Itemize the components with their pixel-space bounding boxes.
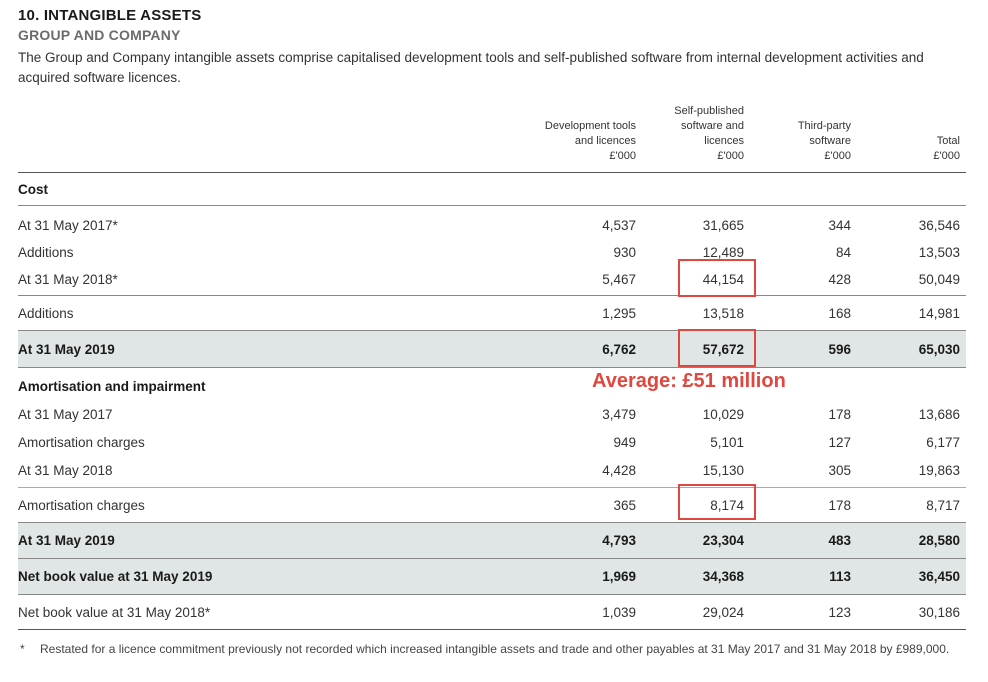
- average-annotation: Average: £51 million: [592, 370, 786, 392]
- intro-paragraph: The Group and Company intangible assets …: [18, 50, 924, 85]
- table-row-total: At 31 May 2019 4,793 23,304 483 28,580: [18, 523, 966, 558]
- divider: [18, 367, 966, 368]
- intangible-assets-table: Development tools and licences £'000 Sel…: [18, 102, 966, 630]
- divider: [18, 205, 966, 206]
- footnote-text: Restated for a licence commitment previo…: [40, 642, 950, 656]
- section-header-cost: Cost: [18, 182, 48, 197]
- table-row: Net book value at 31 May 2018* 1,039 29,…: [18, 605, 960, 620]
- column-header-total: Total £'000: [933, 135, 960, 162]
- column-header-development-tools: Development tools and licences £'000: [544, 120, 636, 162]
- divider: [18, 172, 966, 173]
- divider: [18, 558, 966, 559]
- table-row: At 31 May 2017* 4,537 31,665 344 36,546: [18, 218, 960, 233]
- table-row: At 31 May 2017 3,479 10,029 178 13,686: [18, 407, 960, 422]
- highlight-box-8174: [678, 484, 756, 520]
- table-row: At 31 May 2018* 5,467 44,154 428 50,049: [18, 272, 960, 287]
- divider: [18, 629, 966, 630]
- note-title: 10. INTANGIBLE ASSETS: [18, 7, 202, 24]
- column-header-third-party: Third-party software £'000: [797, 120, 851, 162]
- table-row: At 31 May 2018 4,428 15,130 305 19,863: [18, 463, 960, 478]
- table-row: Amortisation charges 365 8,174 178 8,717: [18, 498, 960, 513]
- divider: [18, 295, 966, 296]
- column-headers: Development tools and licences £'000 Sel…: [18, 102, 966, 164]
- table-row-net-book-value: Net book value at 31 May 2019 1,969 34,3…: [18, 559, 966, 594]
- table-row: Additions 1,295 13,518 168 14,981: [18, 306, 960, 321]
- divider: [18, 330, 966, 331]
- footnote: * Restated for a licence commitment prev…: [18, 640, 968, 659]
- footnote-marker: *: [20, 642, 25, 656]
- note-section: 10. INTANGIBLE ASSETS GROUP AND COMPANY …: [18, 6, 966, 630]
- column-header-self-published: Self-published software and licences £'0…: [674, 105, 744, 162]
- section-header-amortisation: Amortisation and impairment: [18, 379, 206, 394]
- table-row-total: At 31 May 2019 6,762 57,672 596 65,030: [18, 331, 966, 367]
- divider: [18, 594, 966, 595]
- highlight-box-44154: [678, 259, 756, 297]
- divider: [18, 522, 966, 523]
- note-subtitle: GROUP AND COMPANY: [18, 27, 181, 43]
- divider: [18, 487, 966, 488]
- highlight-box-57672: [678, 329, 756, 367]
- table-row: Additions 930 12,489 84 13,503: [18, 245, 960, 260]
- table-row: Amortisation charges 949 5,101 127 6,177: [18, 435, 960, 450]
